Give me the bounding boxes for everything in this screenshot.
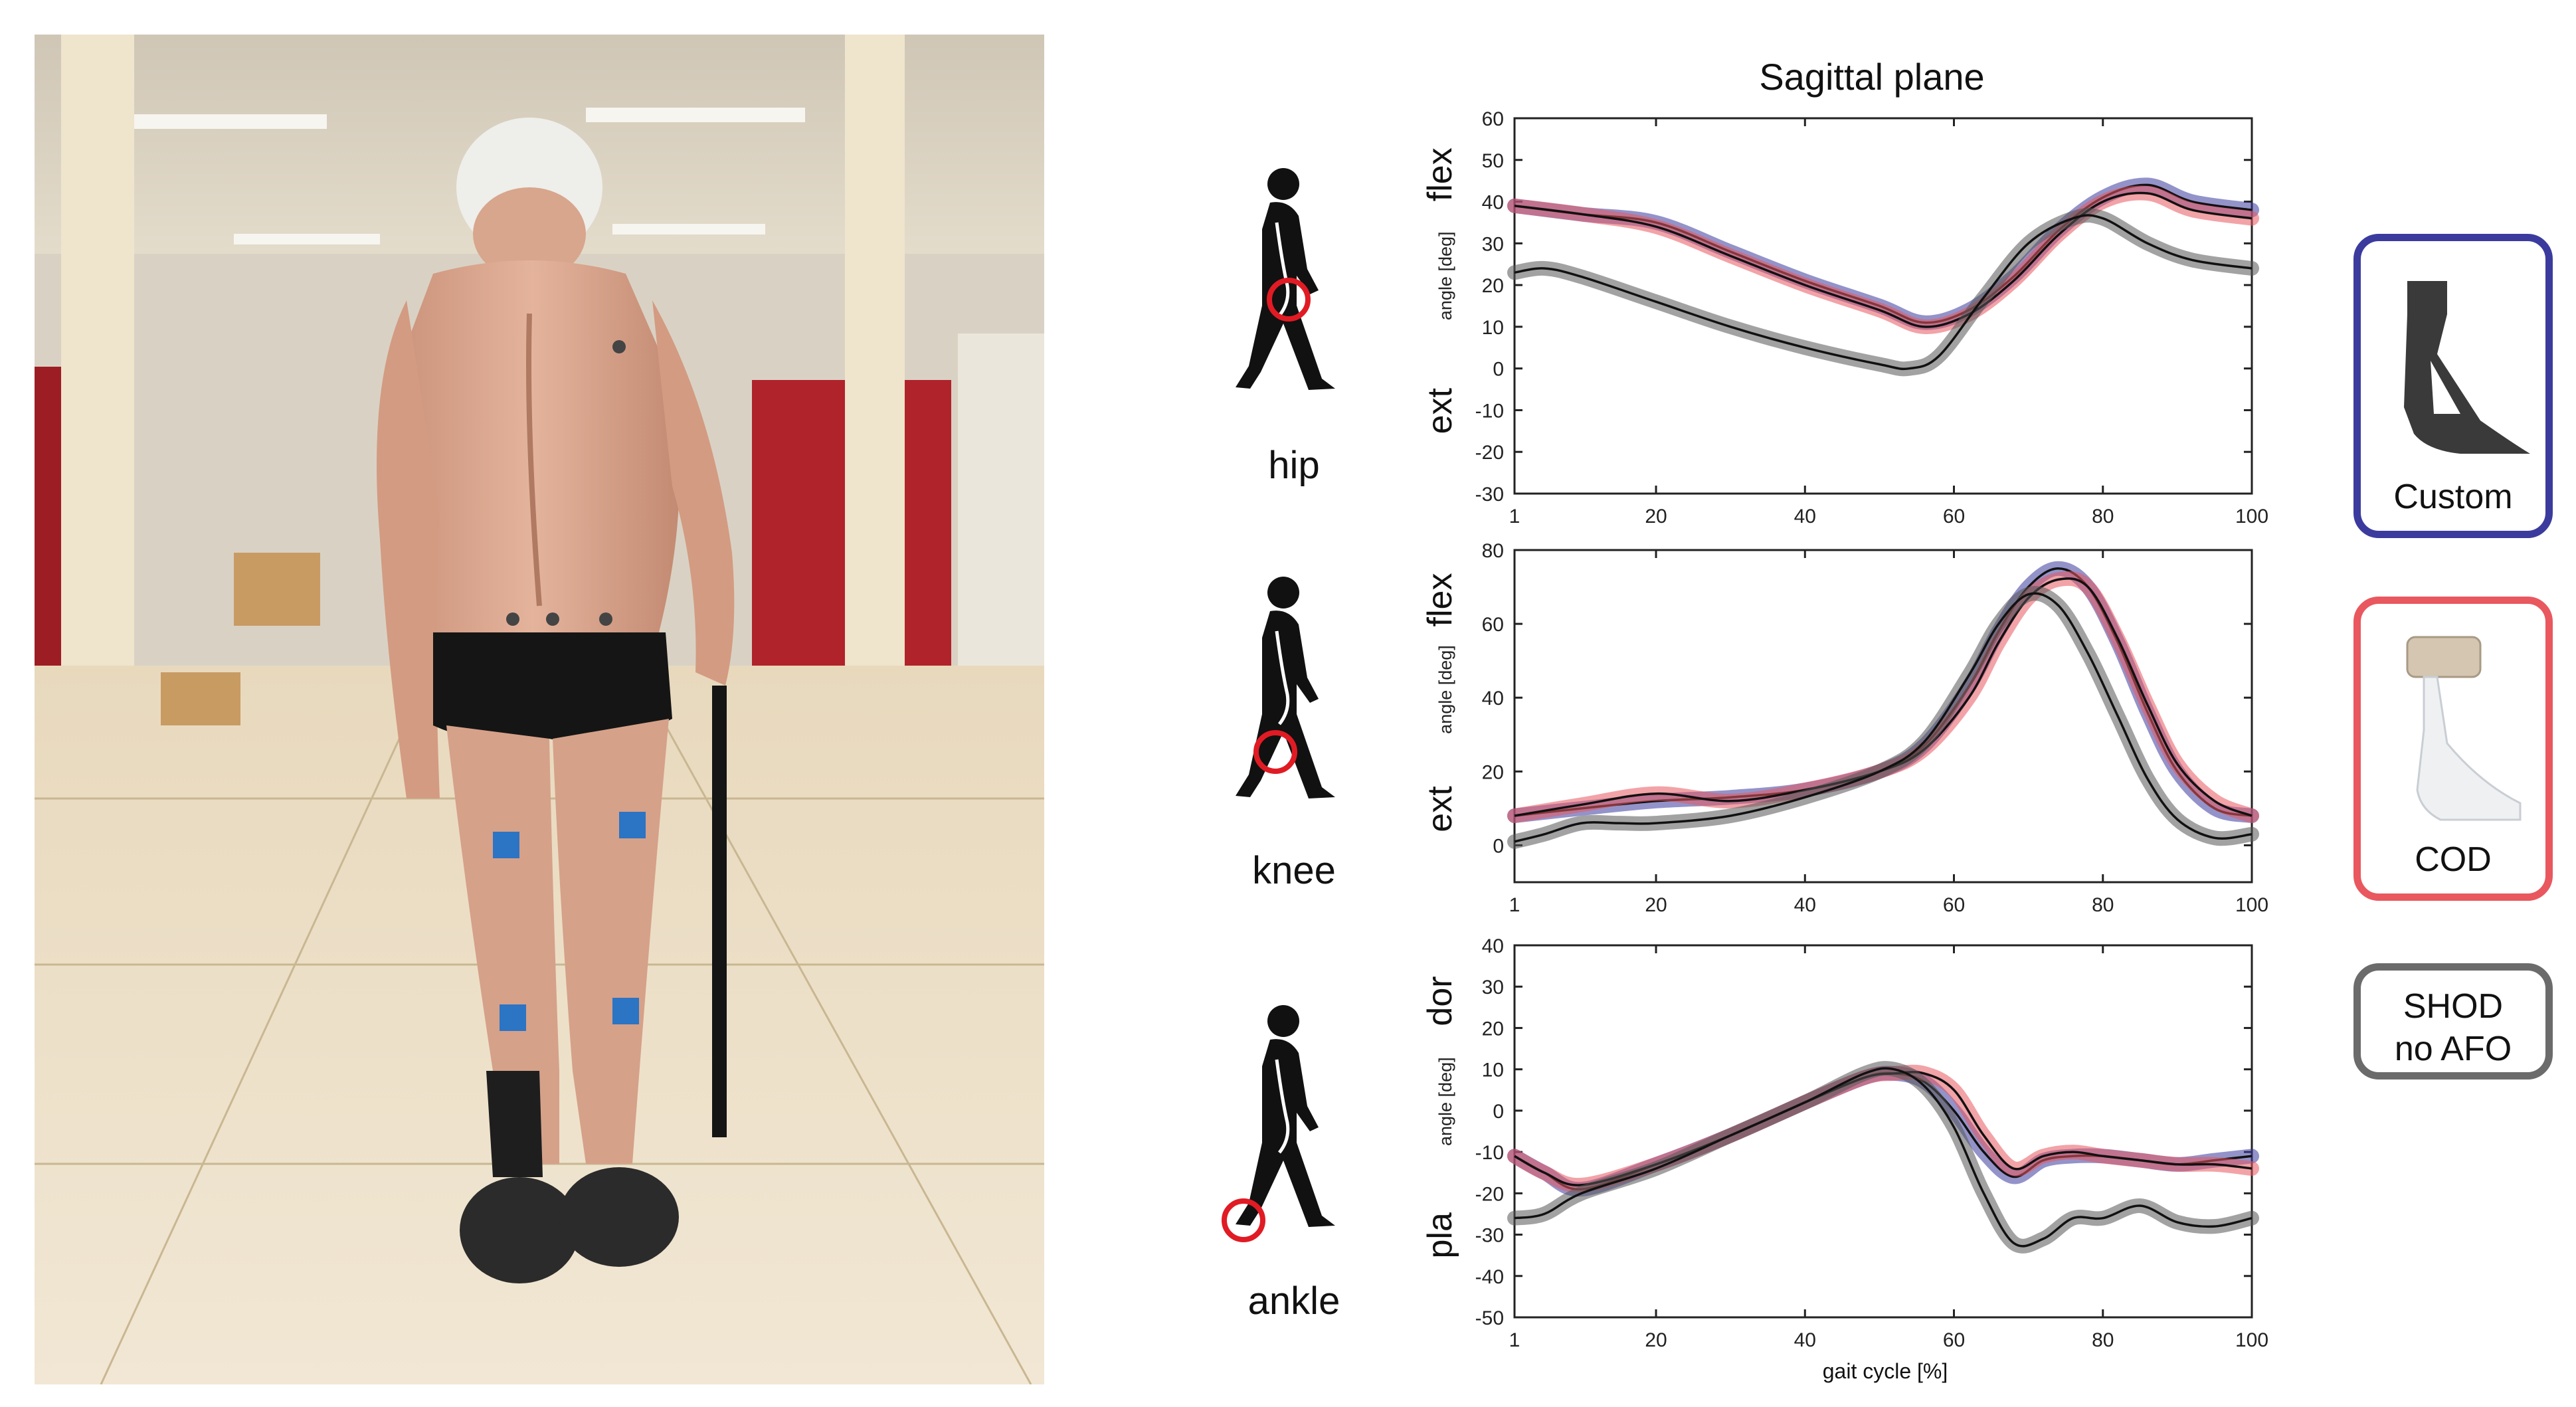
legend-label-custom: Custom [2393,478,2513,516]
joint-marker-ring [1267,278,1311,322]
hip-y-tick-label: 40 [1482,192,1504,214]
knee-direction-label-bottom: ext [1421,786,1459,832]
hip-x-tick-label: 100 [2235,506,2268,527]
ankle-x-tick-label: 1 [1509,1329,1520,1351]
figure-head [1267,168,1299,200]
hip-x-tick-label: 60 [1943,506,1965,527]
ankle-y-tick-label: 40 [1482,935,1504,957]
knee-y-tick-label: 40 [1482,688,1504,709]
legend-shod-no-afo: SHOD no AFO [2353,963,2553,1079]
knee-y-tick-label: 60 [1482,614,1504,636]
hip-y-tick-label: 60 [1482,108,1504,130]
legend-custom: Custom [2353,234,2553,538]
ankle-y-axis-label: angle [deg] [1435,1057,1455,1146]
walking-figure-knee-icon [1236,577,1335,798]
knee-x-tick-label: 100 [2235,894,2268,916]
knee-series-2-line [1514,592,2253,843]
ankle-direction-label-top: dor [1421,976,1459,1026]
knee-x-tick-label: 1 [1509,894,1520,916]
ankle-angle-plot: 1 20 40 60 80 100 -50 -40 -30 -20 -10 0 10 20 30 40 angl… [1421,935,2268,1351]
figure-arm-line [1275,222,1290,317]
knee-y-tick-label: 80 [1482,540,1504,562]
hip-series-2-line [1514,214,2253,371]
knee-series-1-line [1514,577,2253,817]
ankle-y-tick-label: -50 [1475,1307,1504,1329]
figure-head [1267,1005,1299,1037]
knee-direction-label-top: flex [1421,573,1459,627]
ankle-y-tick-label: 30 [1482,977,1504,998]
knee-x-tick-label: 60 [1943,894,1965,916]
figure-body [1236,202,1335,390]
x-axis-label: gait cycle [%] [1823,1359,1948,1383]
joint-marker-ring [1253,730,1297,774]
ankle-x-tick-label: 80 [2092,1329,2114,1351]
ankle-series-2-line [1514,1067,2253,1248]
hip-y-tick-label: -30 [1475,484,1504,506]
hip-y-tick-label: -10 [1475,400,1504,422]
hip-y-tick-label: -20 [1475,442,1504,464]
ankle-y-tick-label: -40 [1475,1266,1504,1288]
figure-arm-line [1275,1059,1290,1154]
hip-y-tick-label: 0 [1493,359,1504,381]
figure-arm-line [1275,630,1290,725]
cod-afo-icon [2406,636,2522,821]
patient-photo [35,35,1044,1384]
ankle-y-tick-label: -10 [1475,1142,1504,1164]
hip-y-tick-label: 20 [1482,275,1504,297]
hip-x-tick-label: 40 [1794,506,1816,527]
hip-x-tick-label: 80 [2092,506,2114,527]
joint-marker-ring [1222,1198,1265,1242]
ankle-y-tick-label: 20 [1482,1018,1504,1040]
walking-figure-hip-icon [1236,168,1335,390]
ankle-x-tick-label: 40 [1794,1329,1816,1351]
chart-title: Sagittal plane [1759,56,1984,98]
hip-y-tick-label: 50 [1482,150,1504,172]
figure-body [1236,1039,1335,1227]
ankle-direction-label-bottom: pla [1421,1212,1459,1258]
custom-afo-icon [2404,281,2530,454]
hip-series-1-line [1514,191,2253,328]
legend-cod: COD [2353,597,2553,901]
legend-label-no-afo: no AFO [2394,1030,2512,1068]
ankle-x-tick-label: 60 [1943,1329,1965,1351]
hip-angle-plot: 1 20 40 60 80 100 -30 -20 -10 0 10 20 30 40 50 60 angle … [1421,108,2268,527]
ankle-y-tick-label: -30 [1475,1225,1504,1247]
figure-head [1267,577,1299,609]
ankle-y-tick-label: 10 [1482,1060,1504,1081]
legend-label-shod: SHOD [2403,987,2504,1026]
figure-body [1236,610,1335,798]
hip-direction-label-bottom: ext [1421,387,1459,434]
knee-y-axis-label: angle [deg] [1435,645,1455,734]
knee-x-tick-label: 40 [1794,894,1816,916]
ankle-y-tick-label: -20 [1475,1183,1504,1205]
knee-x-tick-label: 20 [1645,894,1667,916]
knee-y-tick-label: 0 [1493,835,1504,857]
ankle-x-tick-label: 100 [2235,1329,2268,1351]
knee-angle-plot: 1 20 40 60 80 100 0 20 40 60 80 angle [deg] flex ext [1421,540,2268,916]
ankle-x-tick-label: 20 [1645,1329,1667,1351]
legend-label-cod: COD [2415,840,2492,879]
joint-label-knee: knee [1252,849,1336,892]
ankle-y-tick-label: 0 [1493,1101,1504,1123]
knee-x-tick-label: 80 [2092,894,2114,916]
hip-y-tick-label: 30 [1482,233,1504,255]
hip-y-axis-label: angle [deg] [1435,231,1455,320]
knee-y-tick-label: 20 [1482,761,1504,783]
ankle-plot-frame [1513,944,2253,1319]
walking-figure-ankle-icon [1222,1005,1335,1242]
hip-x-tick-label: 1 [1509,506,1520,527]
hip-y-tick-label: 10 [1482,317,1504,339]
hip-direction-label-top: flex [1421,147,1459,201]
joint-label-ankle: ankle [1248,1279,1340,1323]
joint-label-hip: hip [1268,444,1319,487]
hip-x-tick-label: 20 [1645,506,1667,527]
